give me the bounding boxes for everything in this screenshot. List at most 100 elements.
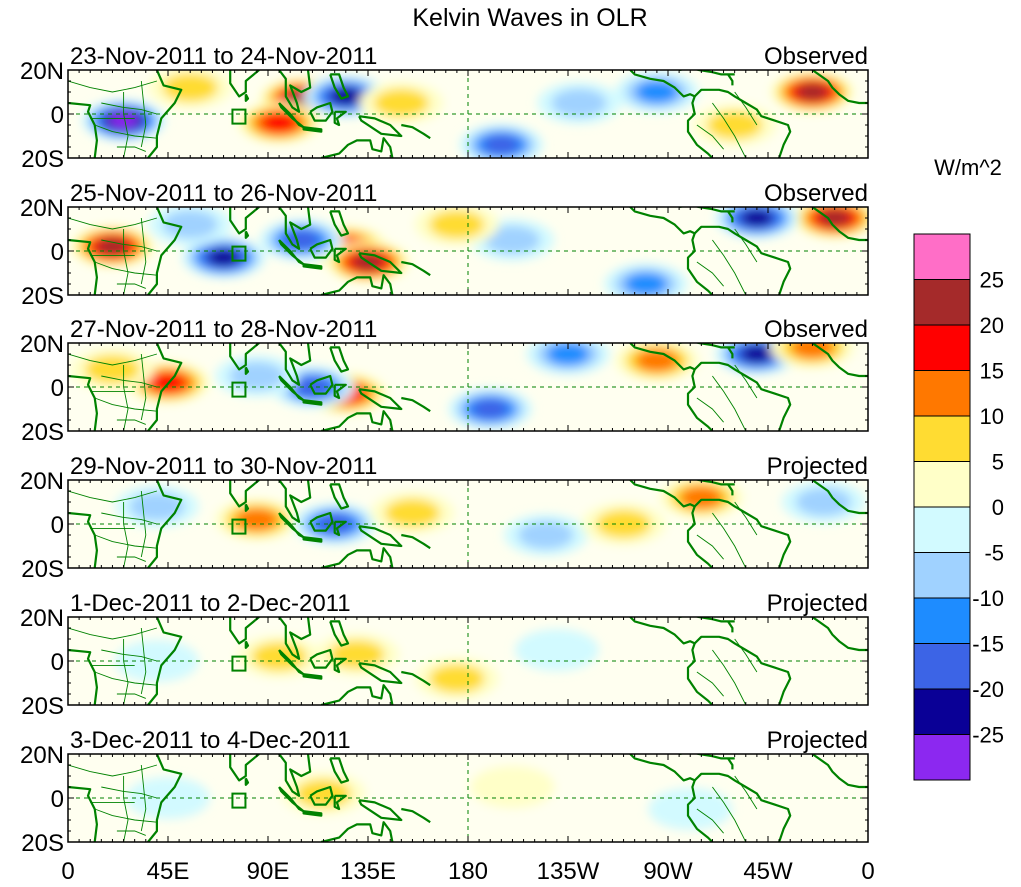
coastline (302, 126, 323, 133)
anomaly-contour (84, 355, 140, 384)
latitude-tick-label: 20N (20, 468, 64, 495)
colorbar-swatch (913, 688, 971, 735)
colorbar-swatch (913, 370, 971, 417)
panel-frame (67, 616, 869, 706)
coastline (811, 207, 868, 242)
coastline (309, 648, 334, 669)
anomaly-contour (470, 766, 555, 808)
index-region-box (231, 655, 247, 672)
coastline (147, 343, 183, 431)
coastline (244, 366, 250, 375)
anomaly-contour (514, 629, 599, 671)
country-border (140, 490, 147, 558)
panel-status: Observed (764, 43, 868, 70)
coastlines (68, 70, 868, 158)
country-border (696, 671, 724, 697)
latitude-tick-label: 20S (21, 283, 64, 310)
coastline (147, 480, 183, 568)
coastlines (68, 480, 868, 568)
index-region-box (231, 381, 247, 398)
coastline (693, 88, 792, 158)
index-region-box (231, 518, 247, 535)
panel-frame (67, 753, 869, 843)
index-region-box (231, 792, 247, 809)
coastline (333, 110, 347, 127)
coastline (302, 399, 323, 406)
coastline (358, 388, 403, 411)
coastline (333, 247, 347, 264)
coastline (358, 525, 403, 548)
anomaly-contour (373, 88, 429, 118)
country-border (712, 512, 747, 568)
colorbar-swatch (913, 506, 971, 553)
country-border (123, 229, 129, 295)
coastlines (68, 617, 868, 705)
country-border (712, 786, 747, 842)
anomaly-contour (707, 110, 763, 140)
map-panels: 20N 0 20S 23-Nov-2011 to 24-Nov-2011 Observe… (20, 43, 869, 857)
coastline (727, 346, 734, 359)
country-border (712, 102, 747, 158)
coastline (229, 70, 260, 98)
colorbar-swatch (913, 461, 971, 508)
country-border (712, 239, 747, 295)
coastline (401, 123, 431, 140)
latitude-tick-label: 20N (20, 331, 64, 358)
country-border (116, 830, 146, 836)
coastline (693, 361, 792, 431)
coastline (278, 70, 312, 113)
country-border (123, 639, 129, 705)
latitude-tick-label: 0 (51, 649, 64, 676)
panel-status: Projected (767, 727, 868, 754)
panel-frame (67, 206, 869, 296)
panel-status: Observed (764, 316, 868, 343)
country-border (734, 364, 758, 399)
map-panel: 20N 0 20S 25-Nov-2011 to 26-Nov-2011 Observe… (20, 180, 869, 310)
colorbar-tick-label: 0 (992, 495, 1004, 520)
panel-date-range: 25-Nov-2011 to 26-Nov-2011 (70, 180, 377, 207)
coastline (329, 346, 350, 373)
country-border (123, 365, 129, 431)
coastline (693, 635, 792, 705)
colorbar-swatch (913, 597, 971, 644)
coastline (147, 754, 183, 842)
longitude-tick-label: 180 (448, 858, 488, 885)
colorbar-tick-label: -5 (984, 541, 1004, 566)
coastline (147, 617, 183, 705)
coastline (309, 101, 334, 122)
panel-status: Observed (764, 180, 868, 207)
panel-date-range: 23-Nov-2011 to 24-Nov-2011 (70, 43, 377, 70)
longitude-tick-label: 90E (247, 858, 290, 885)
coastline (727, 210, 734, 223)
country-border (734, 228, 758, 263)
coastline (147, 207, 183, 295)
anomaly-contour (741, 345, 773, 363)
coastline (147, 70, 183, 158)
panel-frame (67, 69, 869, 159)
anomaly-contour (635, 80, 679, 104)
latitude-tick-label: 0 (51, 102, 64, 129)
colorbar-tick-label: -25 (972, 723, 1004, 748)
longitude-tick-label: 0 (861, 858, 874, 885)
colorbar: 25 20 15 10 5 0 -5 -10 -15 -20 -25 (913, 233, 1004, 781)
coastline (229, 617, 260, 645)
country-border (140, 764, 147, 832)
anomaly-contour (384, 498, 440, 528)
anomaly-contour (429, 210, 485, 239)
longitude-axis: 0 45E 90E 135E 180 135W 90W 45W 0 (61, 858, 874, 885)
colorbar-swatch (913, 279, 971, 326)
country-border (123, 502, 129, 568)
country-border (94, 397, 157, 412)
country-border (101, 512, 158, 525)
index-region-box (231, 245, 247, 262)
coastline (401, 807, 431, 824)
coastline (329, 210, 350, 237)
latitude-tick-label: 0 (51, 786, 64, 813)
anomaly-contour (791, 343, 834, 359)
anomaly-field (114, 480, 866, 556)
longitude-tick-label: 135W (537, 858, 600, 885)
coastline (679, 480, 735, 486)
country-border (696, 261, 724, 287)
anomaly-contour (635, 349, 679, 372)
latitude-tick-label: 20N (20, 58, 64, 85)
